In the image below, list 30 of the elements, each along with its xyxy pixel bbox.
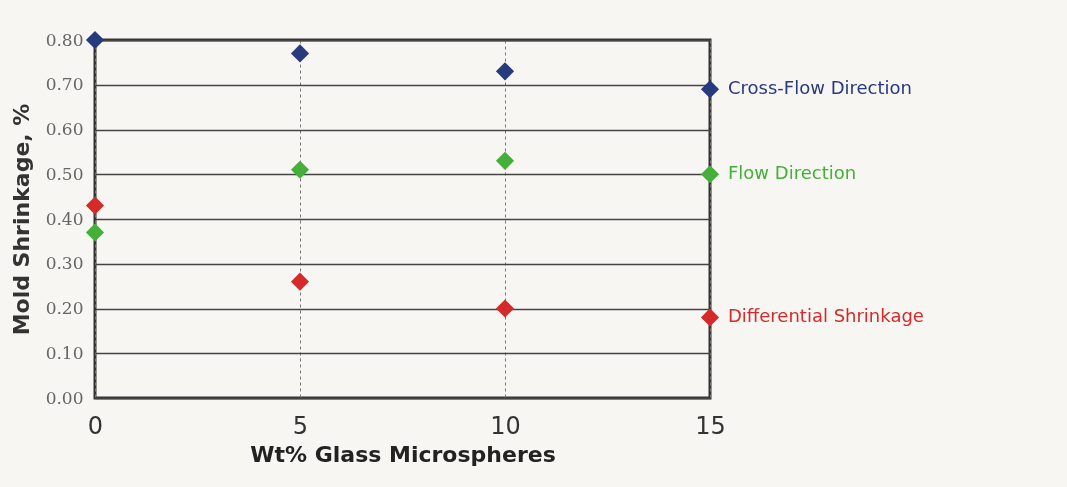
series-label: Flow Direction — [728, 162, 857, 184]
y-tick-label: 0.40 — [45, 208, 84, 229]
y-tick-label: 0.00 — [45, 387, 84, 408]
point — [495, 151, 515, 170]
point — [495, 62, 515, 81]
point — [290, 160, 310, 179]
point — [290, 44, 310, 63]
point — [700, 308, 720, 327]
point — [700, 165, 720, 184]
series-label: Cross-Flow Direction — [728, 77, 912, 99]
x-axis-title: Wt% Glass Microspheres — [250, 441, 556, 467]
y-tick-label: 0.10 — [45, 342, 84, 363]
point — [290, 272, 310, 291]
point — [495, 299, 515, 318]
y-tick-label: 0.60 — [45, 119, 84, 139]
point — [85, 196, 105, 215]
x-tick-label: 15 — [695, 411, 726, 440]
x-tick-label: 0 — [87, 411, 104, 440]
point — [85, 30, 105, 50]
x-tick-label: 5 — [292, 411, 309, 440]
point — [85, 223, 105, 242]
y-tick-label: 0.70 — [45, 74, 84, 95]
y-tick-label: 0.50 — [45, 163, 84, 184]
y-axis-title: Mold Shrinkage, % — [8, 103, 34, 336]
y-tick-label: 0.20 — [45, 298, 84, 318]
x-tick-label: 10 — [490, 411, 521, 440]
series-label: Differential Shrinkage — [728, 305, 924, 327]
point — [700, 80, 720, 99]
y-tick-label: 0.30 — [45, 253, 84, 274]
y-tick-label: 0.80 — [45, 29, 84, 50]
